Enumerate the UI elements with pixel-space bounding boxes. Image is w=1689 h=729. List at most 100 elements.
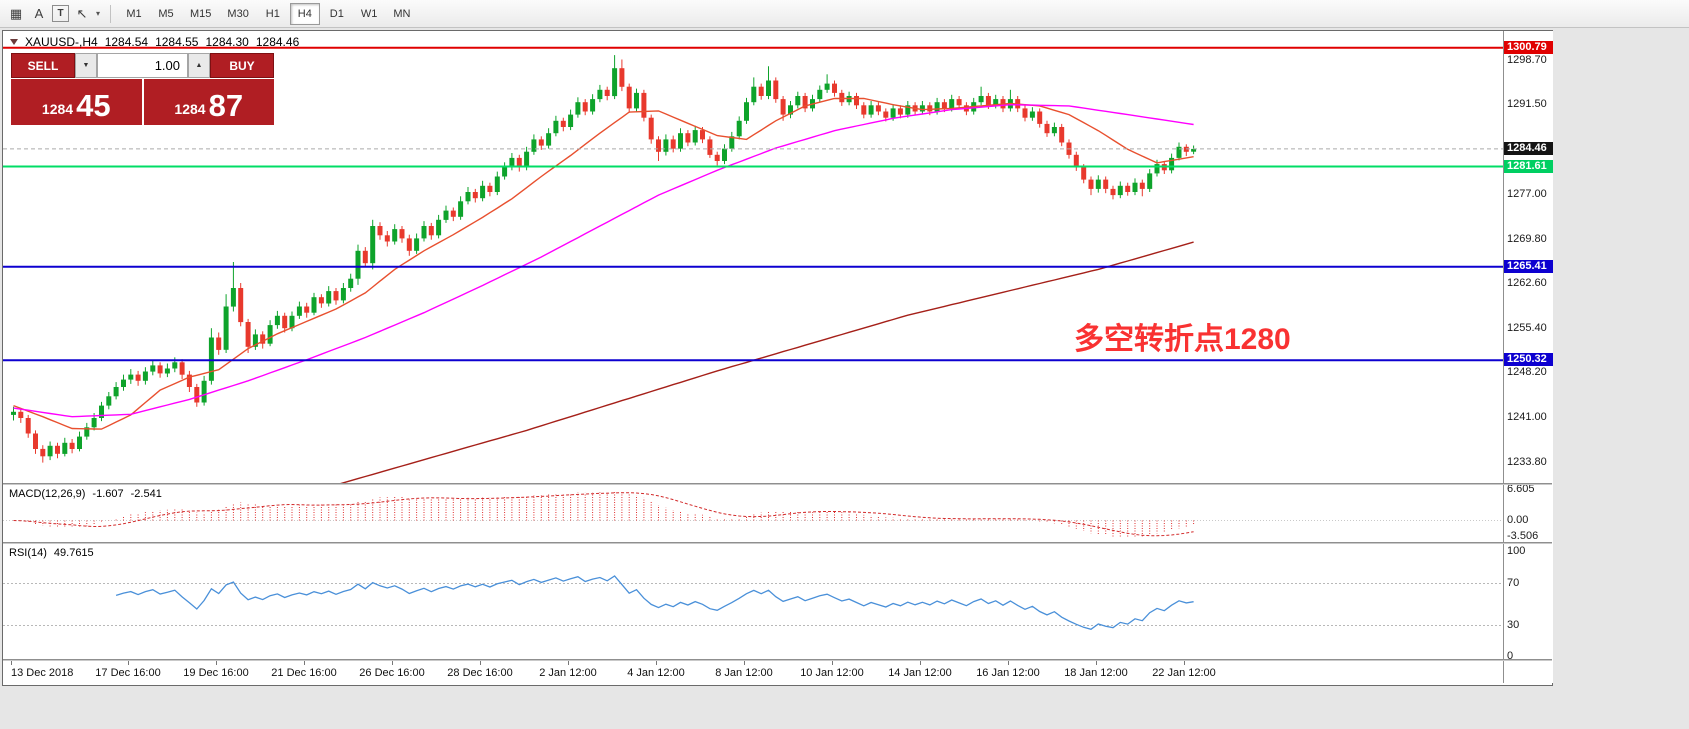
time-axis-tick xyxy=(480,661,481,665)
price-axis-label: 1262.60 xyxy=(1507,277,1547,289)
price-axis-label: 1298.70 xyxy=(1507,54,1547,66)
price-axis-label: 1269.80 xyxy=(1507,233,1547,245)
macd-pane[interactable]: MACD(12,26,9) -1.607 -2.541 xyxy=(3,485,1503,542)
buy-price-big: 87 xyxy=(208,88,244,123)
pane-splitter[interactable] xyxy=(3,659,1552,661)
timeframe-h1-button[interactable]: H1 xyxy=(258,3,288,25)
toolbar-tools-group: ▦ A T ↖ ▾ xyxy=(6,4,106,24)
macd-chart[interactable] xyxy=(3,485,1503,542)
ohlc-close: 1284.46 xyxy=(255,35,300,49)
timeframe-w1-button[interactable]: W1 xyxy=(354,3,385,25)
timeframe-mn-button[interactable]: MN xyxy=(386,3,417,25)
time-axis-label: 16 Jan 12:00 xyxy=(976,667,1040,679)
timeframe-button-group: M1 M5 M15 M30 H1 H4 D1 W1 MN xyxy=(119,2,419,25)
text-label-tool-icon[interactable]: A xyxy=(34,6,44,21)
time-axis-label: 8 Jan 12:00 xyxy=(715,667,773,679)
time-axis-tick xyxy=(128,661,129,665)
sell-button[interactable]: SELL xyxy=(11,53,75,78)
macd-signal-value: -2.541 xyxy=(130,488,162,500)
timeframe-m15-button[interactable]: M15 xyxy=(183,3,218,25)
time-axis-label: 17 Dec 16:00 xyxy=(95,667,161,679)
rsi-chart[interactable] xyxy=(3,544,1503,659)
rsi-pane[interactable]: RSI(14) 49.7615 xyxy=(3,544,1503,659)
time-axis-tick xyxy=(11,661,12,665)
sell-price-tile[interactable]: 1284 45 xyxy=(11,79,142,125)
price-axis-label: 0.00 xyxy=(1507,514,1529,526)
buy-price-tile[interactable]: 1284 87 xyxy=(143,79,274,125)
trade-controls-row: SELL ▼ ▲ BUY xyxy=(11,53,274,78)
toolbar: ▦ A T ↖ ▾ M1 M5 M15 M30 H1 H4 D1 W1 MN xyxy=(0,0,1689,28)
volume-up-icon: ▲ xyxy=(195,62,203,69)
one-click-trading-panel: SELL ▼ ▲ BUY 1284 45 1284 87 xyxy=(11,53,274,125)
time-axis-label: 18 Jan 12:00 xyxy=(1064,667,1128,679)
time-axis-tick xyxy=(1008,661,1009,665)
main-chart-pane[interactable]: XAUUSD-,H4 1284.54 1284.55 1284.30 1284.… xyxy=(3,31,1503,483)
time-axis-tick xyxy=(1184,661,1185,665)
chart-ohlc: 1284.54 1284.55 1284.30 1284.46 xyxy=(105,35,300,49)
price-axis-label: 1255.40 xyxy=(1507,322,1547,334)
time-axis-tick xyxy=(920,661,921,665)
rsi-label: RSI(14) 49.7615 xyxy=(9,547,94,559)
trade-price-row: 1284 45 1284 87 xyxy=(11,79,274,125)
timeframe-d1-button[interactable]: D1 xyxy=(322,3,352,25)
timeframe-m1-button[interactable]: M1 xyxy=(119,3,149,25)
time-axis-tick xyxy=(656,661,657,665)
macd-name: MACD(12,26,9) xyxy=(9,488,86,500)
time-axis-tick xyxy=(304,661,305,665)
price-axis-label: 6.605 xyxy=(1507,483,1535,495)
timeframe-m30-button[interactable]: M30 xyxy=(220,3,255,25)
volume-input[interactable] xyxy=(97,53,188,78)
price-axis[interactable]: 1298.70 1291.50 1277.00 1269.80 1262.60 1255.… xyxy=(1503,31,1553,683)
ohlc-high: 1284.55 xyxy=(155,35,199,49)
time-axis-label: 28 Dec 16:00 xyxy=(447,667,513,679)
price-level-badge: 1300.79 xyxy=(1504,41,1553,54)
cursor-tool-icon-dropdown-caret[interactable]: ▾ xyxy=(96,9,101,18)
price-level-badge: 1281.61 xyxy=(1504,160,1553,173)
price-axis-label: 30 xyxy=(1507,619,1520,631)
price-axis-label: -3.506 xyxy=(1507,530,1539,542)
time-axis-label: 21 Dec 16:00 xyxy=(271,667,337,679)
price-level-badge: 1250.32 xyxy=(1504,353,1553,366)
ohlc-low: 1284.30 xyxy=(205,35,249,49)
price-axis-label: 0 xyxy=(1507,650,1514,662)
timeframe-m5-button[interactable]: M5 xyxy=(151,3,181,25)
chart-title: XAUUSD-,H4 1284.54 1284.55 1284.30 1284.… xyxy=(10,35,299,49)
volume-decrease-button[interactable]: ▼ xyxy=(75,53,97,78)
time-axis-label: 22 Jan 12:00 xyxy=(1152,667,1216,679)
candlestick-chart[interactable] xyxy=(3,31,1503,483)
templates-grid-icon[interactable]: ▦ xyxy=(9,5,23,21)
buy-price-main: 1284 xyxy=(174,101,206,117)
ohlc-open: 1284.54 xyxy=(104,35,149,49)
time-axis-tick xyxy=(1096,661,1097,665)
time-axis-tick xyxy=(216,661,217,665)
time-axis-tick xyxy=(744,661,745,665)
price-axis-label: 70 xyxy=(1507,577,1520,589)
time-axis-tick xyxy=(832,661,833,665)
rsi-name: RSI(14) xyxy=(9,547,47,559)
price-axis-label: 1277.00 xyxy=(1507,188,1547,200)
volume-down-icon: ▼ xyxy=(82,62,90,69)
buy-button[interactable]: BUY xyxy=(210,53,274,78)
toolbar-separator xyxy=(110,4,112,23)
cursor-tool-icon[interactable]: ↖ xyxy=(76,5,88,21)
time-axis-label: 26 Dec 16:00 xyxy=(359,667,425,679)
price-axis-label: 100 xyxy=(1507,545,1526,557)
volume-increase-button[interactable]: ▲ xyxy=(188,53,210,78)
price-axis-label: 1248.20 xyxy=(1507,366,1547,378)
price-axis-label: 1233.80 xyxy=(1507,456,1547,468)
chart-window: XAUUSD-,H4 1284.54 1284.55 1284.30 1284.… xyxy=(2,30,1553,686)
sell-price-big: 45 xyxy=(76,88,111,123)
time-axis-label: 2 Jan 12:00 xyxy=(539,667,597,679)
pane-splitter[interactable] xyxy=(3,483,1552,485)
pane-splitter[interactable] xyxy=(3,542,1552,544)
macd-value: -1.607 xyxy=(92,488,124,500)
rsi-value: 49.7615 xyxy=(53,547,94,559)
macd-label: MACD(12,26,9) -1.607 -2.541 xyxy=(9,488,162,500)
text-box-tool-icon[interactable]: T xyxy=(52,5,69,22)
price-level-badge: 1284.46 xyxy=(1504,142,1553,155)
time-axis[interactable]: 13 Dec 2018 17 Dec 16:00 19 Dec 16:00 21 De… xyxy=(3,661,1503,683)
timeframe-h4-button[interactable]: H4 xyxy=(289,2,320,25)
time-axis-label: 10 Jan 12:00 xyxy=(800,667,864,679)
time-axis-label: 19 Dec 16:00 xyxy=(183,667,249,679)
